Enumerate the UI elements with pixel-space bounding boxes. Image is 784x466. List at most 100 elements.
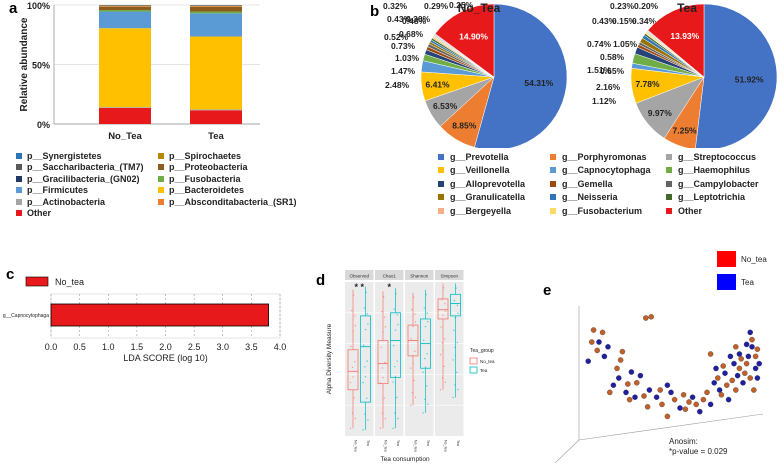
legend-swatch	[16, 198, 22, 205]
legend-label: g__Streptococcus	[678, 151, 757, 162]
jitter-point	[349, 381, 352, 384]
legend-label: No_tea	[480, 359, 495, 364]
jitter-point	[367, 323, 369, 325]
legend-label: p__Synergistetes	[27, 150, 102, 161]
jitter-point	[351, 309, 353, 312]
scatter-point-tea	[677, 405, 683, 411]
legend-swatch	[438, 180, 444, 187]
x-axis-label: LDA SCORE (log 10)	[123, 353, 208, 363]
legend-item: p__Spirochaetes	[158, 150, 297, 162]
legend-swatch	[469, 357, 478, 365]
jitter-point	[363, 307, 365, 309]
panel-label-d: d	[316, 272, 326, 289]
box	[377, 340, 389, 385]
x-axis-label: Tea consumption	[380, 456, 430, 463]
x-tick-label: No_tea	[354, 440, 358, 452]
pie-slice-label: 2.48%	[385, 80, 410, 90]
pie-slice-label: 9.97%	[648, 108, 673, 118]
legend-swatch	[158, 198, 164, 205]
x-tick-label: 1.5	[131, 342, 144, 352]
legend-label: g__Alloprevotella	[450, 178, 526, 189]
pie-slice-label: 1.51%	[587, 65, 612, 75]
scatter-point-no-tea	[659, 401, 665, 408]
scatter-point-no-tea	[749, 336, 755, 343]
scatter-point-tea	[740, 380, 746, 386]
scatter-point-no-tea	[751, 387, 757, 393]
pie-slice-label: 1.47%	[391, 66, 416, 76]
bar-segment-p-proteobacteria	[190, 6, 242, 12]
legend-label: g__Leptotrichia	[678, 192, 746, 203]
scatter-point-tea	[605, 344, 611, 350]
legend-item: g__Bergeyella	[438, 204, 525, 218]
facet-panel	[405, 282, 434, 436]
jitter-point	[427, 403, 429, 405]
scatter-point-tea	[725, 396, 732, 403]
pie-slice-label: 0.23%	[610, 1, 635, 11]
jitter-point	[393, 308, 395, 310]
facet-strip	[375, 270, 404, 280]
jitter-point	[354, 417, 357, 420]
jitter-point	[409, 367, 412, 369]
scatter-point-no-tea	[634, 380, 640, 386]
bar-segment-p-absconditabacteria-sr1	[190, 6, 242, 7]
scatter-point-tea	[711, 380, 717, 386]
scatter-point-tea	[716, 387, 723, 393]
jitter-point	[423, 339, 425, 341]
scatter-point-tea	[585, 358, 591, 364]
legend-swatch	[16, 164, 22, 171]
scatter-point-no-tea	[693, 401, 699, 408]
scatter-point-tea	[734, 372, 741, 379]
y-tick-label: 50%	[32, 61, 50, 71]
panel-label-b: b	[370, 3, 380, 20]
pie-slice-label: 0.65%	[600, 66, 625, 76]
legend-swatch	[438, 167, 444, 174]
lda-bar	[50, 303, 269, 327]
facet-title: Simpson	[440, 274, 458, 279]
y-tick-label: 0%	[37, 120, 50, 130]
scatter-point-no-tea	[619, 348, 626, 355]
legend-swatch	[158, 164, 164, 171]
legend-label: Tea	[741, 278, 754, 287]
scatter-point-no-tea	[680, 392, 687, 398]
jitter-point	[423, 307, 425, 309]
scatter-point-tea	[646, 387, 653, 393]
jitter-point	[366, 360, 368, 362]
legend-item: Other	[666, 204, 759, 218]
legend-label: p__Gracilibacteria_(GN02)	[27, 173, 140, 184]
scatter-point-tea	[745, 353, 752, 360]
panel-a-stacked-bar-chart: 0% 50% 100% Relative abundance No_Tea Tea	[19, 1, 260, 142]
pie-slice-label: 0.74%	[587, 39, 612, 49]
box	[437, 298, 449, 320]
legend-label: g__Campylobacter	[678, 178, 759, 189]
pie-tea: 51.92% 7.25%9.97% 7.78% 1.12% 2.16% 1.51%0.65…	[587, 1, 778, 148]
legend-swatch	[16, 175, 22, 182]
scatter-point-no-tea	[657, 387, 663, 393]
x-tick-label: No_tea	[384, 440, 388, 452]
pie-slice-label: 6.41%	[425, 79, 450, 89]
scatter-point-no-tea	[704, 389, 710, 396]
legend-item: p__Fusobacteria	[158, 173, 297, 185]
axis-line	[578, 413, 764, 441]
pie-slice-label: 0.15%	[612, 16, 637, 26]
legend-item: g__Capnocytophaga	[550, 164, 651, 178]
pie-slice-label: 0.48%	[402, 16, 427, 26]
jitter-point	[410, 338, 412, 340]
scatter-point-tea	[689, 394, 696, 400]
jitter-point	[384, 316, 386, 318]
scatter-point-no-tea	[617, 357, 624, 363]
jitter-point	[384, 361, 386, 364]
jitter-point	[353, 397, 355, 399]
legend-swatch	[438, 207, 444, 214]
legend-label: g__Haemophilus	[678, 165, 751, 176]
jitter-point	[394, 375, 397, 378]
legend-swatch	[717, 274, 736, 290]
legend-item: p__Bacteroidetes	[158, 185, 297, 197]
scatter-point-tea	[743, 341, 750, 348]
legend-swatch	[469, 366, 478, 374]
facet-panel	[435, 282, 464, 436]
bar-segment-p-actinobacteria	[190, 109, 242, 111]
jitter-point	[426, 385, 428, 387]
scatter-point-no-tea	[644, 404, 651, 410]
legend-swatch	[717, 251, 736, 267]
scatter-point-no-tea	[607, 389, 613, 396]
